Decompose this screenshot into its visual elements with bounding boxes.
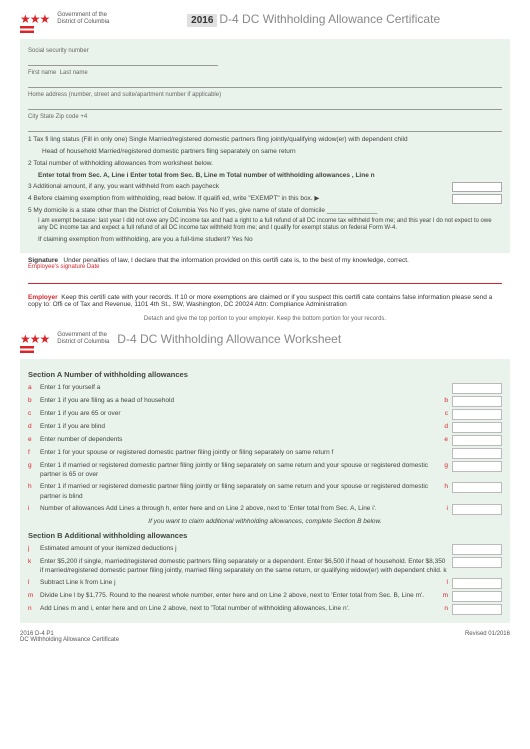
- form-title: D-4 DC Withholding Allowance Certificate: [219, 12, 440, 26]
- line-2: 2 Total number of withholding allowances…: [28, 159, 502, 169]
- addr-input[interactable]: [28, 100, 502, 110]
- dc-logo: ★★★: [20, 12, 49, 33]
- input-d[interactable]: [452, 422, 502, 433]
- input-i[interactable]: [452, 504, 502, 515]
- addr-label: Home address (number, street and suite/a…: [28, 91, 502, 100]
- employer-text: Keep this certifi cate with your records…: [28, 294, 492, 308]
- stars-icon-2: ★★★: [20, 332, 49, 346]
- row-b: bEnter 1 if you are filing as a head of …: [28, 396, 502, 407]
- form-header: ★★★ Government of the District of Columb…: [20, 12, 510, 33]
- form-title-wrap: 2016 D-4 DC Withholding Allowance Certif…: [117, 12, 510, 26]
- student-line: If claiming exemption from withholding, …: [28, 235, 502, 245]
- bars-icon-2: [20, 346, 34, 353]
- input-e[interactable]: [452, 435, 502, 446]
- row-e: eEnter number of dependentse: [28, 435, 502, 446]
- input-m[interactable]: [452, 591, 502, 602]
- employer-label: Employer: [28, 294, 58, 301]
- line-3: 3 Additional amount, if any, you want wi…: [28, 182, 502, 192]
- year-badge: 2016: [187, 14, 217, 27]
- footer-left: 2016 D-4 P1DC Withholding Allowance Cert…: [20, 631, 119, 643]
- row-i: iNumber of allowances Add Lines a throug…: [28, 504, 502, 515]
- signature-line[interactable]: [28, 272, 502, 284]
- detach-note: Detach and give the top portion to your …: [20, 316, 510, 322]
- signature-label: Signature: [28, 257, 58, 264]
- line-5: 5 My domicile is a state other than the …: [28, 206, 502, 216]
- row-a: aEnter 1 for yourself a: [28, 383, 502, 394]
- gov-label: Government of the District of Columbia: [57, 12, 109, 26]
- input-k[interactable]: [452, 557, 502, 568]
- input-n[interactable]: [452, 604, 502, 615]
- sig-date-label: Employee's signature Date: [28, 264, 502, 270]
- row-h: hEnter 1 if married or registered domest…: [28, 482, 502, 502]
- input-j[interactable]: [452, 544, 502, 555]
- row-d: dEnter 1 if you are blindd: [28, 422, 502, 433]
- bars-icon: [20, 26, 34, 33]
- ssn-input[interactable]: [28, 56, 218, 66]
- signature-text: Under penalties of law, I declare that t…: [63, 257, 408, 264]
- input-f[interactable]: [452, 448, 502, 459]
- input-g[interactable]: [452, 461, 502, 472]
- line3-input[interactable]: [452, 182, 502, 192]
- line-1: 1 Tax fi ling status (Fill in only one) …: [28, 135, 502, 145]
- footer-right: Revised 01/2016: [465, 631, 510, 643]
- line-1b: Head of household Married/registered dom…: [28, 147, 502, 157]
- input-c[interactable]: [452, 409, 502, 420]
- row-k: kEnter $5,200 if single, married/registe…: [28, 557, 502, 577]
- gov-label-2: Government of theDistrict of Columbia: [57, 332, 109, 346]
- exempt-text: I am exempt because: last year I did not…: [28, 218, 502, 234]
- city-label: City State Zip code +4: [28, 113, 502, 122]
- input-a[interactable]: [452, 383, 502, 394]
- row-j: jEstimated amount of your itemized deduc…: [28, 544, 502, 555]
- dc-logo-2: ★★★: [20, 332, 49, 353]
- row-g: gEnter 1 if married or registered domest…: [28, 461, 502, 481]
- name-label: First name Last name: [28, 69, 502, 78]
- section-a-note: If you want to claim additional withhold…: [28, 517, 502, 527]
- worksheet-body: Section A Number of withholding allowanc…: [20, 359, 510, 623]
- row-c: cEnter 1 if you are 65 or overc: [28, 409, 502, 420]
- employer-section: Employer Keep this certifi cate with you…: [20, 290, 510, 312]
- row-m: mDivide Line l by $1,775. Round to the n…: [28, 591, 502, 602]
- gov-line2: District of Columbia: [57, 19, 109, 25]
- gov-line1: Government of the: [57, 12, 107, 18]
- certificate-body: Social security number First name Last n…: [20, 39, 510, 253]
- line4-input[interactable]: [452, 194, 502, 204]
- input-h[interactable]: [452, 482, 502, 493]
- signature-section: Signature Under penalties of law, I decl…: [20, 253, 510, 290]
- line-2b: Enter total from Sec. A, Line i Enter to…: [28, 171, 502, 181]
- section-a-header: Section A Number of withholding allowanc…: [28, 369, 502, 380]
- stars-icon: ★★★: [20, 12, 49, 26]
- ssn-label: Social security number: [28, 47, 502, 56]
- city-input[interactable]: [28, 122, 502, 132]
- worksheet-title: D-4 DC Withholding Allowance Worksheet: [117, 332, 341, 346]
- row-n: nAdd Lines m and i, enter here and on Li…: [28, 604, 502, 615]
- row-l: lSubtract Line k from Line jl: [28, 578, 502, 589]
- line-4: 4 Before claiming exemption from withhol…: [28, 194, 502, 204]
- input-b[interactable]: [452, 396, 502, 407]
- section-b-header: Section B Additional withholding allowan…: [28, 530, 502, 541]
- name-input[interactable]: [28, 78, 502, 88]
- row-f: fEnter 1 for your spouse or registered d…: [28, 448, 502, 459]
- input-l[interactable]: [452, 578, 502, 589]
- worksheet-header: ★★★ Government of theDistrict of Columbi…: [20, 332, 510, 353]
- page-footer: 2016 D-4 P1DC Withholding Allowance Cert…: [20, 631, 510, 643]
